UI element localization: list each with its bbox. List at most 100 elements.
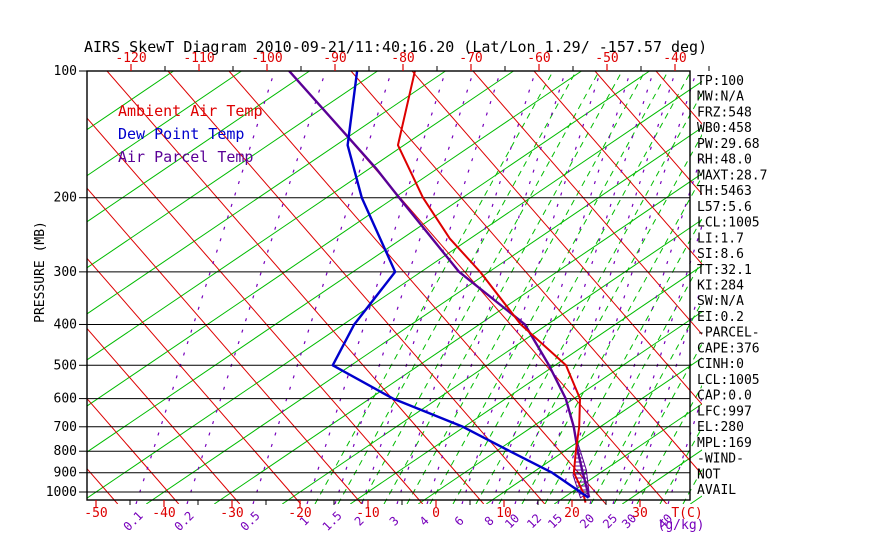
parcel-temp-curve: [288, 71, 591, 498]
info-line: CINH:0: [697, 357, 744, 372]
axis-ticks: [79, 64, 710, 507]
moist-adiabat-line: [337, 71, 577, 504]
isotherm-line: [87, 71, 514, 361]
moist-adiabat-line: [498, 133, 702, 504]
mixing-ratio-label: 0.1: [121, 509, 146, 534]
temp-tick-label-top: -90: [323, 51, 346, 66]
isotherm-line: [87, 71, 310, 223]
dry-adiabat-line: [106, 71, 485, 504]
temp-tick-label-top: -110: [183, 51, 214, 66]
mixing-ratio-label: 12: [524, 511, 544, 531]
dry-adiabat-line: [350, 71, 702, 476]
info-line: TT:32.1: [697, 263, 752, 278]
grid-lines: [0, 71, 702, 504]
dry-adiabat-line: [0, 71, 57, 504]
dewpoint-temp-curve: [331, 71, 590, 499]
temp-tick-label-bottom: -20: [288, 506, 311, 521]
mixing-ratio-line: [514, 71, 655, 504]
dry-adiabat-line: [411, 71, 702, 406]
mixing-ratio-label: 25: [600, 511, 620, 531]
info-line: RH:48.0: [697, 153, 752, 168]
info-line: WB0:458: [697, 121, 752, 136]
mixing-ratio-label: 8: [482, 514, 497, 529]
pressure-tick-label: 300: [54, 265, 77, 280]
temp-tick-label-bottom: 0: [432, 506, 440, 521]
info-line: EL:280: [697, 420, 744, 435]
pressure-tick-label: 700: [54, 420, 77, 435]
temp-tick-label-top: -60: [527, 51, 550, 66]
isotherm-line: [146, 126, 702, 504]
info-line: MW:N/A: [697, 90, 744, 105]
info-line: EI:0.2: [697, 310, 744, 325]
info-line: LCL:1005: [697, 216, 760, 231]
temp-tick-label-bottom: -10: [356, 506, 379, 521]
dry-adiabat-line: [594, 71, 702, 195]
info-line: TP:100: [697, 74, 744, 89]
moist-adiabat-line: [475, 92, 702, 504]
mixing-ratio-line: [306, 71, 447, 504]
dry-adiabat-line: [533, 71, 702, 265]
moist-adiabat-line: [429, 71, 669, 504]
mixing-ratio-line: [461, 71, 602, 504]
info-line: CAPE:376: [697, 341, 760, 356]
temp-tick-label-top: -70: [459, 51, 482, 66]
moist-adiabat-line: [636, 384, 702, 504]
dry-adiabat-line: [87, 257, 302, 504]
isotherm-line: [418, 311, 702, 504]
info-line: LI:1.7: [697, 231, 744, 246]
isotherm-line: [87, 71, 378, 269]
legend-air-parcel-temp: Air Parcel Temp: [118, 148, 253, 166]
moist-adiabat-line: [406, 71, 646, 504]
dry-adiabat-line: [472, 71, 702, 335]
info-line: -WIND-: [697, 452, 744, 467]
legend-ambient-air-temp: Ambient Air Temp: [118, 102, 263, 120]
dry-adiabat-line: [655, 71, 702, 125]
ambient-temp-curve: [396, 71, 587, 503]
isotherm-line: [87, 71, 650, 453]
isotherm-line: [214, 173, 702, 504]
temp-axis-unit-label: T(C): [671, 506, 702, 521]
pressure-tick-label: 400: [54, 317, 77, 332]
dry-adiabat-line: [228, 71, 607, 504]
pressure-tick-label: 1000: [46, 485, 77, 500]
info-line: NOT: [697, 467, 721, 482]
plot-border: [86, 70, 691, 501]
moist-adiabat-line: [567, 259, 702, 504]
pressure-tick-label: 200: [54, 191, 77, 206]
temp-tick-label-bottom: 10: [496, 506, 512, 521]
info-panel: TP:100MW:N/AFRZ:548WB0:458PW:29.68RH:48.…: [697, 74, 767, 498]
pressure-tick-label: 600: [54, 392, 77, 407]
moist-adiabat-line: [659, 426, 702, 504]
mixing-ratio-label: 20: [577, 511, 597, 531]
pressure-axis-label: PRESSURE (MB): [33, 221, 48, 323]
info-line: FRZ:548: [697, 105, 752, 120]
isotherm-line: [486, 357, 702, 504]
info-line: LCL:1005: [697, 373, 760, 388]
isotherm-line: [87, 80, 702, 499]
temp-tick-label-top: -80: [391, 51, 414, 66]
mixing-ratio-label: 4: [417, 514, 432, 529]
info-line: MAXT:28.7: [697, 168, 767, 183]
temp-tick-label-bottom: -50: [84, 506, 107, 521]
mixing-ratio-label: 6: [452, 514, 467, 529]
mixing-ratio-unit-label: (g/kg): [658, 518, 705, 533]
moist-adiabat-line: [452, 71, 692, 504]
isotherm-line: [350, 265, 702, 504]
moist-adiabat-line: [613, 342, 702, 504]
temp-tick-label-bottom: 20: [564, 506, 580, 521]
info-line: SW:N/A: [697, 294, 744, 309]
info-line: KI:284: [697, 278, 744, 293]
dry-adiabat-line: [87, 327, 241, 504]
moist-adiabat-line: [590, 301, 702, 504]
dry-adiabat-line: [87, 187, 363, 504]
mixing-ratio-line: [426, 71, 567, 504]
dry-adiabat-line: [87, 117, 424, 504]
isotherm-line: [87, 71, 242, 177]
moist-adiabat-line: [544, 217, 702, 504]
dry-adiabat-line: [87, 397, 180, 504]
dry-adiabat-line: [167, 71, 546, 504]
mixing-ratio-label: 3: [387, 514, 402, 529]
